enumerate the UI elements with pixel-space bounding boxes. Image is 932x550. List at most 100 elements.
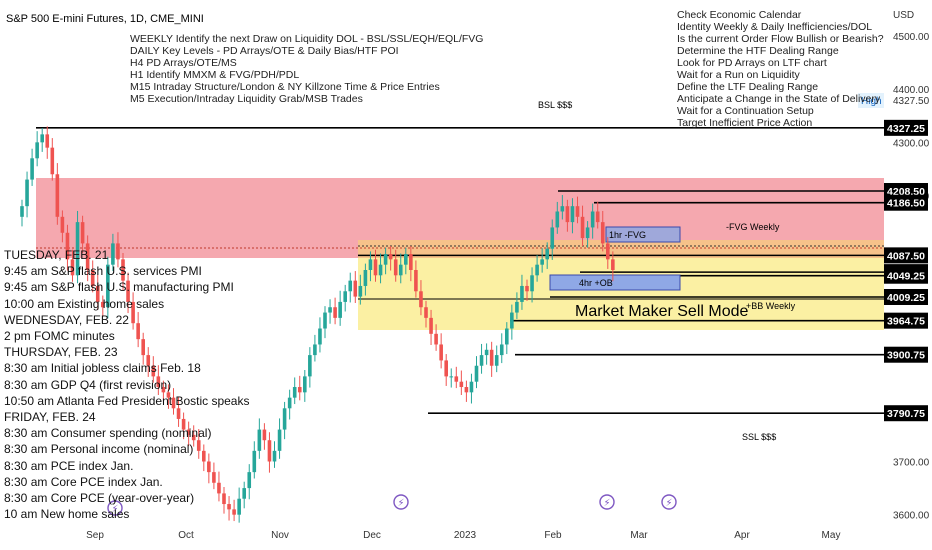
candle-body (126, 280, 130, 302)
candle-body (35, 142, 39, 159)
calendar-line: 8:30 am Consumer spending (nominal) (4, 426, 212, 441)
candle-body (353, 280, 358, 297)
bsl-label: BSL $$$ (538, 100, 572, 110)
candle-body (202, 450, 206, 462)
checklist-item: Anticipate a Change in the State of Deli… (677, 93, 881, 105)
note-line: WEEKLY Identify the next Draw on Liquidi… (130, 33, 484, 45)
candle-body (580, 216, 585, 239)
y-tick-label: 3600.00 (893, 511, 930, 522)
candle-body (459, 381, 464, 388)
x-tick-label: Apr (734, 530, 750, 541)
x-tick-label: Feb (544, 530, 562, 541)
event-icon (661, 494, 677, 510)
event-icon-glyph: ⚡ (603, 498, 610, 509)
level-label: 4009.25 (887, 292, 925, 304)
candle-body (515, 301, 519, 313)
event-icons[interactable]: ⚡ ⚡ ⚡ ⚡ (107, 494, 677, 516)
x-tick-label: Sep (86, 530, 104, 541)
note-line: DAILY Key Levels - PD Arrays/OTE & Daily… (130, 45, 399, 57)
candle-body (75, 222, 80, 276)
calendar-line: 10:50 am Atlanta Fed President Bostic sp… (4, 393, 250, 408)
candle-body (40, 134, 44, 143)
bb-weekly-zone (358, 258, 884, 330)
level-label-bg (884, 119, 928, 136)
level-label: 3790.75 (887, 408, 925, 420)
candle-body (570, 206, 575, 223)
note-line: H4 PD Arrays/OTE/MS (130, 57, 237, 69)
candle-body (606, 243, 610, 260)
candle-body (494, 355, 499, 366)
candle-body (555, 211, 560, 228)
candle-body (499, 344, 504, 356)
candle-body (338, 301, 342, 318)
candle-body (217, 482, 221, 494)
calendar-line: WEDNESDAY, FEB. 22 (4, 312, 129, 327)
currency-label: USD (893, 10, 915, 21)
high-value: 4327.50 (893, 96, 930, 107)
level-label: 4049.25 (887, 271, 925, 283)
economic-calendar: TUESDAY, FEB. 21 9:45 am S&P flash U.S. s… (4, 247, 249, 522)
candle-body (25, 179, 29, 207)
level-labels: 4327.254208.504186.504087.504056.004049.… (884, 119, 928, 422)
candle-body (585, 227, 590, 239)
candle-body (30, 158, 34, 180)
analysis-notes: WEEKLY Identify the next Draw on Liquidi… (130, 33, 483, 105)
checklist-item: Define the LTF Dealing Range (677, 81, 819, 93)
note-line: H1 Identify MMXM & FVG/PDH/PDL (130, 69, 300, 81)
level-label-bg (884, 288, 928, 305)
candle-body (358, 285, 363, 297)
candle-body (510, 312, 514, 329)
candle-body (550, 227, 555, 249)
candle-body (111, 243, 115, 265)
candle-body (277, 429, 282, 451)
candle-body (252, 450, 257, 473)
candle-body (535, 264, 539, 276)
checklist-item: Determine the HTF Dealing Range (677, 45, 839, 57)
candle-body (287, 397, 292, 409)
event-icon (107, 500, 123, 516)
candle-body (121, 259, 125, 281)
event-icon-glyph: ⚡ (665, 498, 672, 509)
candle-body (282, 408, 287, 430)
candle-body (545, 248, 549, 260)
level-label: 3964.75 (887, 316, 925, 328)
y-tick-label: 4500.00 (893, 32, 930, 43)
candle-body (595, 211, 600, 223)
candle-body (227, 504, 231, 510)
candles (20, 126, 615, 523)
ssl-label: SSL $$$ (742, 432, 776, 442)
x-tick-label: Mar (630, 530, 648, 541)
x-axis: Sep Oct Nov Dec 2023 Feb Mar Apr May (86, 530, 840, 541)
candle-body (469, 381, 474, 393)
event-icon-glyph: ⚡ (111, 504, 118, 515)
candle-body (85, 243, 90, 270)
candle-body (464, 387, 469, 393)
candle-body (257, 429, 262, 451)
overlap-zone (358, 240, 884, 258)
candle-body (434, 333, 438, 345)
candle-body (383, 254, 388, 265)
candle-body (55, 174, 60, 217)
candle-body (479, 355, 484, 366)
candle-body (419, 291, 423, 308)
candle-body (313, 344, 317, 356)
fvg-weekly-label: -FVG Weekly (726, 222, 780, 232)
candle-body (505, 328, 509, 345)
calendar-line: 8:30 am PCE index Jan. (4, 458, 134, 473)
candle-body (101, 301, 105, 308)
candle-body (303, 376, 307, 393)
checklist-item: Target Inefficient Price Action (677, 117, 813, 129)
calendar-line: 8:30 am Initial jobless claims Feb. 18 (4, 361, 201, 376)
candle-body (156, 376, 161, 388)
candle-body (393, 259, 398, 276)
candle-body (161, 387, 166, 393)
candle-body (176, 408, 181, 419)
candle-body (106, 264, 110, 308)
candle-body (328, 307, 332, 313)
candle-body (50, 147, 55, 175)
candle-body (60, 216, 65, 233)
candle-body (398, 264, 403, 276)
high-tag-bg (858, 93, 884, 108)
candle-body (530, 275, 534, 292)
